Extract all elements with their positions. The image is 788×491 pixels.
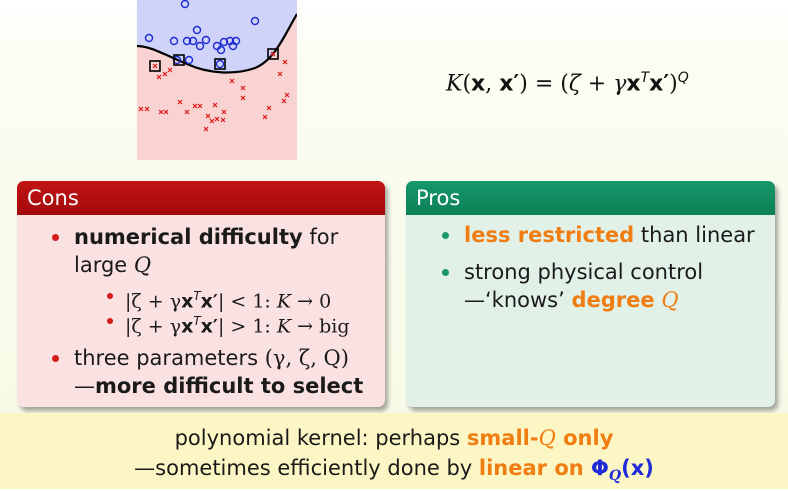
cons-sub2-rest: | > 1:: [217, 315, 277, 338]
cons-sub1-math: |ζ + γ: [125, 290, 182, 313]
pros-item1-rest: than linear: [634, 223, 755, 247]
cons-sub2-x: x: [181, 315, 194, 338]
bullet-icon: [107, 293, 113, 299]
positive-point: [216, 45, 226, 55]
footer-line1-q: Q: [538, 426, 556, 450]
footer-phi-sub: Q: [608, 468, 622, 485]
pros-item-less-restricted: less restricted than linear: [442, 221, 764, 249]
bullet-icon: [52, 234, 59, 241]
positive-point: [184, 55, 194, 65]
formula-x: x: [626, 71, 641, 97]
positive-point: [182, 36, 192, 46]
positive-point: [195, 41, 205, 51]
cons-sub2-math: |ζ + γ: [125, 315, 182, 338]
pros-item2-highlight: degree: [571, 288, 655, 312]
bullet-icon: [107, 318, 113, 324]
cons-subitem-small: |ζ + γxTx′| < 1: K → 0: [107, 284, 332, 313]
support-vector-box: [214, 58, 226, 70]
footer-line1-text: polynomial kernel: perhaps: [174, 426, 467, 450]
positive-points: [144, 0, 260, 69]
positive-point: [228, 41, 238, 51]
positive-point: [180, 0, 190, 9]
polynomial-kernel-formula: K(x, x′) = (ζ + γxTx′)Q: [446, 70, 766, 106]
cons-subitem-large: |ζ + γxTx′| > 1: K → big: [107, 309, 350, 338]
formula-plus: +: [580, 71, 614, 97]
kernel-boundary-figure: [137, 0, 297, 160]
cons-item-numerical-difficulty: numerical difficulty for large Q: [52, 223, 374, 279]
formula-transpose: T: [640, 70, 650, 86]
cons-item-three-parameters: three parameters (γ, ζ, Q) —more difficu…: [52, 344, 374, 400]
pros-title: Pros: [406, 181, 775, 215]
support-vector-box: [267, 48, 279, 60]
positive-point: [201, 35, 211, 45]
footer-phi-arg: (x): [621, 456, 654, 480]
formula-comma: ,: [485, 71, 500, 97]
footer-line1: polynomial kernel: perhaps small-Q only: [0, 423, 788, 453]
cons-sub1-rest: | < 1:: [217, 290, 277, 313]
bullet-icon: [52, 355, 59, 362]
cons-item2-math: (γ, ζ, Q): [264, 346, 349, 370]
cons-item1-line2: large: [74, 253, 134, 277]
pros-block: Pros less restricted than linear strong …: [406, 181, 775, 407]
pros-item2-q: Q: [661, 288, 679, 312]
decision-boundary: [137, 13, 297, 74]
bullet-icon: [442, 232, 449, 239]
formula-x: x: [471, 71, 486, 97]
cons-sub1-k: K: [276, 290, 292, 313]
bullet-icon: [442, 269, 449, 276]
cons-sub1-t: T: [193, 289, 201, 303]
footer-phi: Φ: [591, 456, 609, 480]
formula-k: K: [446, 71, 463, 97]
formula-paren: (: [560, 71, 569, 97]
cons-sub1-xp: x′: [200, 290, 218, 313]
positive-point: [188, 36, 198, 46]
positive-point: [219, 37, 229, 47]
support-vector-box: [173, 54, 185, 66]
pros-item2-line2: —‘knows’: [464, 288, 572, 312]
cons-sub2-t: T: [193, 314, 201, 328]
formula-exponent-q: Q: [677, 70, 689, 86]
formula-paren: (: [462, 71, 472, 97]
negative-points: [138, 51, 290, 132]
pros-item1-highlight: less restricted: [464, 223, 635, 247]
cons-item2-text: three parameters: [74, 346, 265, 370]
summary-footer: polynomial kernel: perhaps small-Q only …: [0, 413, 788, 489]
support-vector-box: [149, 60, 161, 72]
support-vectors: [149, 48, 279, 72]
formula-equals: =: [527, 71, 561, 97]
cons-item1-bold: numerical difficulty: [74, 225, 303, 249]
formula-zeta: ζ: [568, 71, 581, 97]
pros-item-physical-control: strong physical control —‘knows’ degree …: [442, 258, 764, 314]
positive-point: [250, 16, 260, 26]
positive-point: [192, 25, 202, 35]
formula-xprime: x′: [499, 71, 520, 97]
positive-point: [215, 59, 225, 69]
formula-paren: ): [519, 71, 528, 97]
formula-xprime: x′: [649, 71, 670, 97]
cons-item2-dash: —: [74, 374, 95, 398]
cons-title: Cons: [17, 181, 385, 215]
footer-line2-text: —sometimes efficiently done by: [134, 456, 479, 480]
cons-block: Cons numerical difficulty for large Q |ζ…: [17, 181, 385, 407]
formula-paren: ): [669, 71, 678, 97]
footer-line1-highlight: small-: [466, 426, 539, 450]
cons-sub2-k: K: [276, 315, 292, 338]
cons-sub2-end: → big: [291, 315, 350, 338]
formula-gamma: γ: [613, 71, 627, 97]
cons-sub1-x: x: [181, 290, 194, 313]
footer-line1-only: only: [555, 426, 614, 450]
cons-item1-rest: for: [302, 225, 339, 249]
pros-item2-line1: strong physical control: [464, 260, 704, 284]
positive-point: [169, 36, 179, 46]
cons-sub1-end: → 0: [291, 290, 332, 313]
footer-line2-highlight: linear on: [478, 456, 592, 480]
cons-item2-bold: more difficult to select: [95, 374, 364, 398]
footer-line2: —sometimes efficiently done by linear on…: [0, 453, 788, 491]
cons-item1-q: Q: [133, 253, 152, 277]
positive-point: [144, 33, 154, 43]
cons-sub2-xp: x′: [200, 315, 218, 338]
